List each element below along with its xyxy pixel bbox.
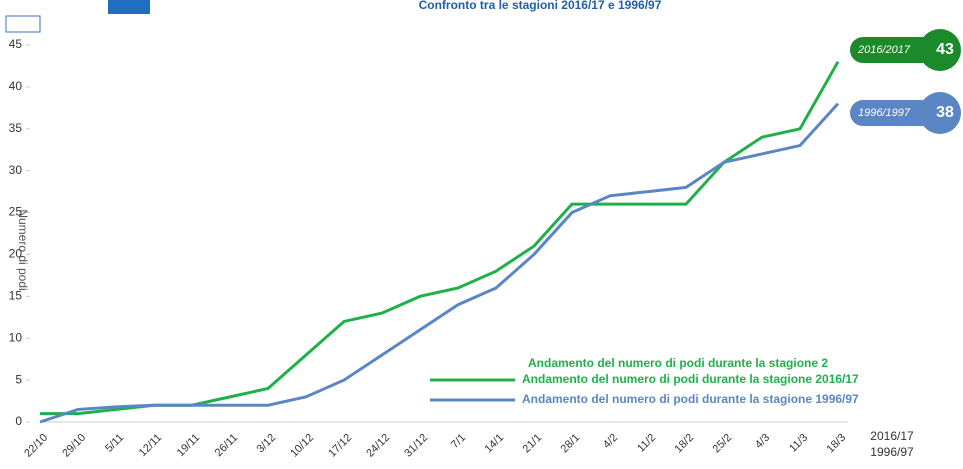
x-axis-label: 2016/17 (870, 429, 914, 443)
x-tick-label: 10/12 (288, 432, 316, 460)
x-tick-label: 14/1 (483, 432, 507, 456)
y-tick-label: 30 (9, 163, 23, 177)
y-tick-label: 40 (9, 79, 23, 93)
x-tick-label: 4/3 (753, 432, 772, 451)
y-axis-label: Numero di podi (16, 209, 30, 290)
badge-value: 43 (936, 41, 954, 58)
x-tick-label: 25/2 (711, 432, 735, 456)
x-tick-label: 7/1 (449, 432, 468, 451)
x-tick-label: 29/10 (60, 432, 88, 460)
x-tick-label: 28/1 (559, 432, 583, 456)
x-tick-label: 26/11 (213, 432, 240, 459)
chart-title: Confronto tra le stagioni 2016/17 e 1996… (419, 0, 662, 12)
x-tick-label: 18/3 (825, 432, 849, 456)
x-tick-label: 12/11 (137, 432, 164, 459)
x-tick-label: 3/12 (255, 432, 279, 456)
logo (108, 0, 150, 14)
y-tick-label: 15 (9, 289, 23, 303)
badge-label: 2016/2017 (857, 44, 911, 56)
x-axis-label: 1996/97 (870, 445, 914, 459)
x-tick-label: 18/2 (673, 432, 697, 456)
x-tick-label: 4/2 (601, 432, 620, 451)
badge-circle (919, 29, 961, 71)
x-tick-label: 22/10 (22, 432, 50, 460)
x-tick-label: 11/3 (787, 432, 810, 455)
legend-label: Andamento del numero di podi durante la … (522, 392, 859, 406)
y-tick-label: 35 (9, 121, 23, 135)
y-tick-label: 45 (9, 37, 23, 51)
x-tick-label: 5/11 (103, 432, 126, 455)
series-line (39, 102, 840, 424)
x-tick-label: 21/1 (521, 432, 545, 456)
badge (850, 100, 935, 126)
x-tick-label: 11/2 (635, 432, 658, 455)
legend-label: Andamento del numero di podi durante la … (522, 372, 859, 386)
y-tick-label: 5 (15, 372, 22, 386)
x-tick-label: 19/11 (175, 432, 202, 459)
badge-label: 1996/1997 (858, 107, 911, 119)
y-tick-label: 0 (15, 414, 22, 428)
badge-circle (919, 92, 961, 134)
y-tick-label: 25 (9, 205, 23, 219)
y-tick-label: 20 (9, 247, 23, 261)
y-tick-label: 10 (9, 330, 23, 344)
x-tick-label: 17/12 (326, 432, 354, 460)
badge (850, 37, 935, 63)
annotation: Andamento del numero di podi durante la … (528, 356, 828, 370)
badge-value: 38 (936, 104, 954, 121)
x-tick-label: 24/12 (364, 432, 392, 460)
icon (5, 15, 41, 33)
x-tick-label: 31/12 (402, 432, 430, 460)
